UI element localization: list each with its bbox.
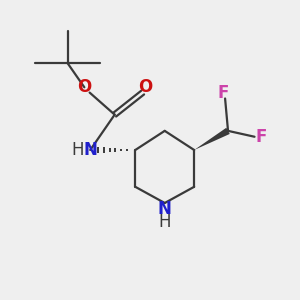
Text: H: H	[72, 141, 84, 159]
Text: H: H	[158, 213, 171, 231]
Text: F: F	[218, 84, 229, 102]
Text: O: O	[77, 78, 92, 96]
Polygon shape	[194, 128, 230, 150]
Text: N: N	[83, 141, 97, 159]
Text: F: F	[255, 128, 267, 146]
Text: O: O	[138, 78, 152, 96]
Text: N: N	[158, 200, 172, 218]
